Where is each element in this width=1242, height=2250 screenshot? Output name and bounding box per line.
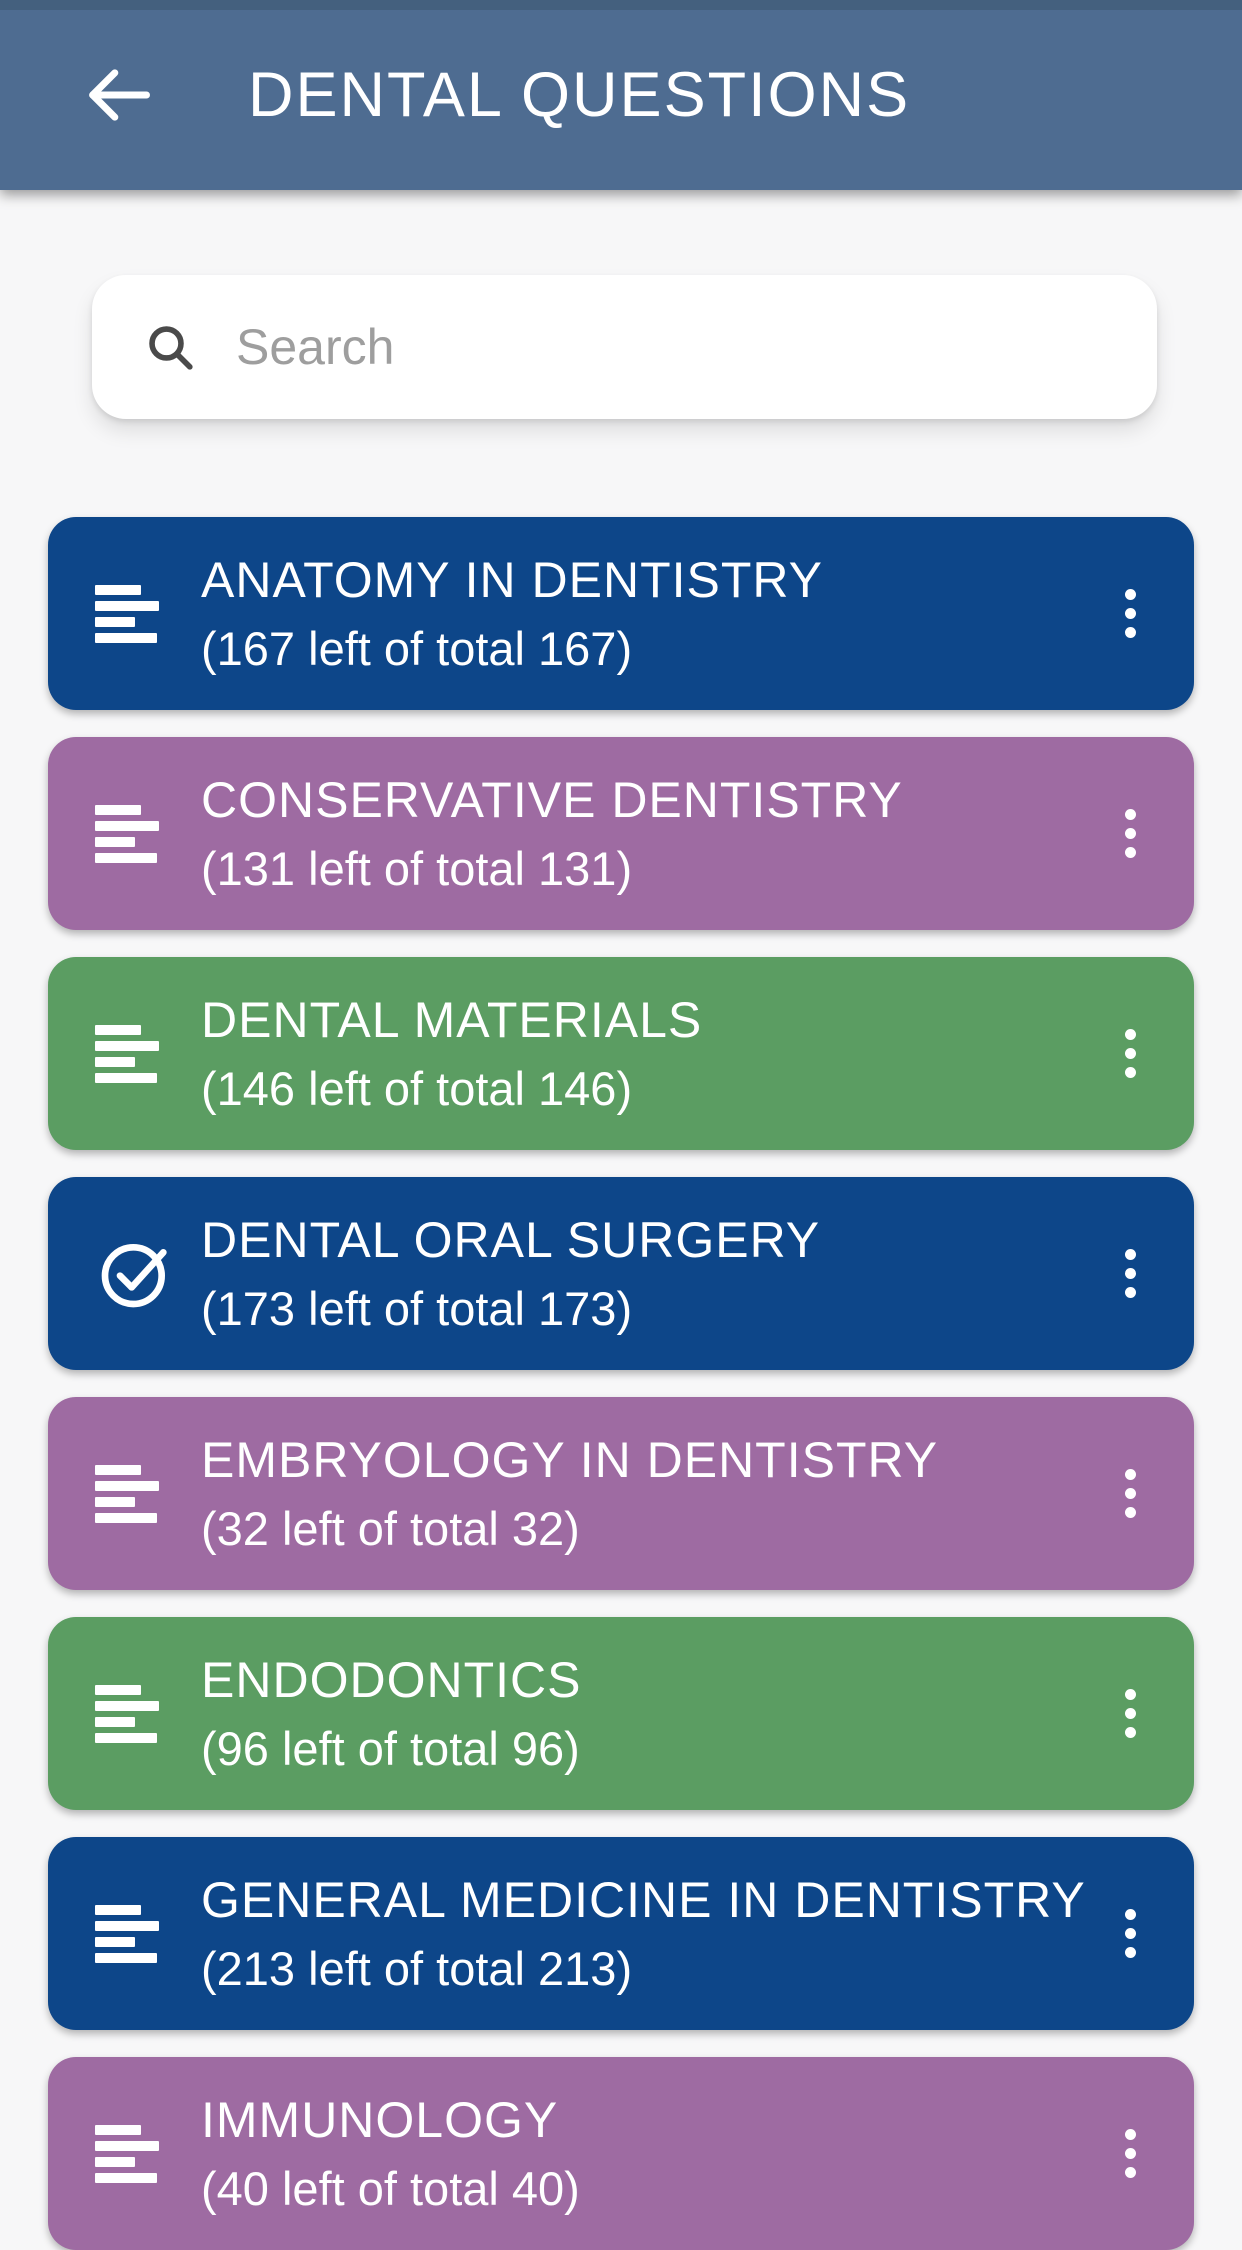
vertical-dots-icon [1125,1909,1136,1958]
vertical-dots-icon [1125,809,1136,858]
card-subtitle: (213 left of total 213) [201,1942,633,1995]
card-text: CONSERVATIVE DENTISTRY (131 left of tota… [201,771,1115,896]
text-lines-icon [95,2124,161,2183]
category-card-immunology[interactable]: IMMUNOLOGY (40 left of total 40) [48,2057,1194,2250]
card-text: GENERAL MEDICINE IN DENTISTRY (213 left … [201,1871,1115,1996]
card-subtitle: (40 left of total 40) [201,2162,580,2215]
card-title: EMBRYOLOGY IN DENTISTRY [201,1432,939,1488]
card-title: IMMUNOLOGY [201,2092,559,2148]
search-input[interactable] [236,318,1117,376]
category-card-general-medicine[interactable]: GENERAL MEDICINE IN DENTISTRY (213 left … [48,1837,1194,2030]
text-lines-icon [95,1024,161,1083]
card-menu-button[interactable] [1115,1899,1146,1968]
vertical-dots-icon [1125,2129,1136,2178]
category-card-materials[interactable]: DENTAL MATERIALS (146 left of total 146) [48,957,1194,1150]
card-menu-button[interactable] [1115,579,1146,648]
card-title: DENTAL ORAL SURGERY [201,1212,821,1268]
card-menu-button[interactable] [1115,2119,1146,2188]
card-text: DENTAL ORAL SURGERY (173 left of total 1… [201,1211,1115,1336]
card-text: ANATOMY IN DENTISTRY (167 left of total … [201,551,1115,676]
text-lines-icon [95,1464,161,1523]
card-subtitle: (131 left of total 131) [201,842,633,895]
card-title: ANATOMY IN DENTISTRY [201,552,823,608]
page-title: DENTAL QUESTIONS [248,60,911,130]
card-subtitle: (96 left of total 96) [201,1722,580,1775]
card-subtitle: (173 left of total 173) [201,1282,633,1335]
category-card-oral-surgery[interactable]: DENTAL ORAL SURGERY (173 left of total 1… [48,1177,1194,1370]
app-bar: DENTAL QUESTIONS [0,0,1242,190]
category-list: ANATOMY IN DENTISTRY (167 left of total … [0,517,1242,2250]
card-menu-button[interactable] [1115,799,1146,868]
category-card-anatomy[interactable]: ANATOMY IN DENTISTRY (167 left of total … [48,517,1194,710]
card-title: CONSERVATIVE DENTISTRY [201,772,903,828]
card-title: GENERAL MEDICINE IN DENTISTRY [201,1872,1086,1928]
card-menu-button[interactable] [1115,1459,1146,1528]
card-text: EMBRYOLOGY IN DENTISTRY (32 left of tota… [201,1431,1115,1556]
status-bar [0,0,1242,10]
text-lines-icon [95,1904,161,1963]
arrow-left-icon [80,57,156,133]
category-card-embryology[interactable]: EMBRYOLOGY IN DENTISTRY (32 left of tota… [48,1397,1194,1590]
vertical-dots-icon [1125,1029,1136,1078]
card-subtitle: (167 left of total 167) [201,622,633,675]
card-subtitle: (32 left of total 32) [201,1502,580,1555]
card-title: ENDODONTICS [201,1652,582,1708]
card-text: ENDODONTICS (96 left of total 96) [201,1651,1115,1776]
vertical-dots-icon [1125,1689,1136,1738]
card-text: IMMUNOLOGY (40 left of total 40) [201,2091,1115,2216]
text-lines-icon [95,1684,161,1743]
search-icon [142,319,198,375]
category-card-endodontics[interactable]: ENDODONTICS (96 left of total 96) [48,1617,1194,1810]
category-card-conservative[interactable]: CONSERVATIVE DENTISTRY (131 left of tota… [48,737,1194,930]
card-title: DENTAL MATERIALS [201,992,703,1048]
search-bar[interactable] [92,275,1157,419]
card-menu-button[interactable] [1115,1679,1146,1748]
check-circle-icon [95,1234,167,1314]
card-subtitle: (146 left of total 146) [201,1062,633,1115]
vertical-dots-icon [1125,1249,1136,1298]
back-button[interactable] [76,53,160,137]
card-menu-button[interactable] [1115,1239,1146,1308]
card-text: DENTAL MATERIALS (146 left of total 146) [201,991,1115,1116]
vertical-dots-icon [1125,1469,1136,1518]
text-lines-icon [95,804,161,863]
card-menu-button[interactable] [1115,1019,1146,1088]
vertical-dots-icon [1125,589,1136,638]
text-lines-icon [95,584,161,643]
